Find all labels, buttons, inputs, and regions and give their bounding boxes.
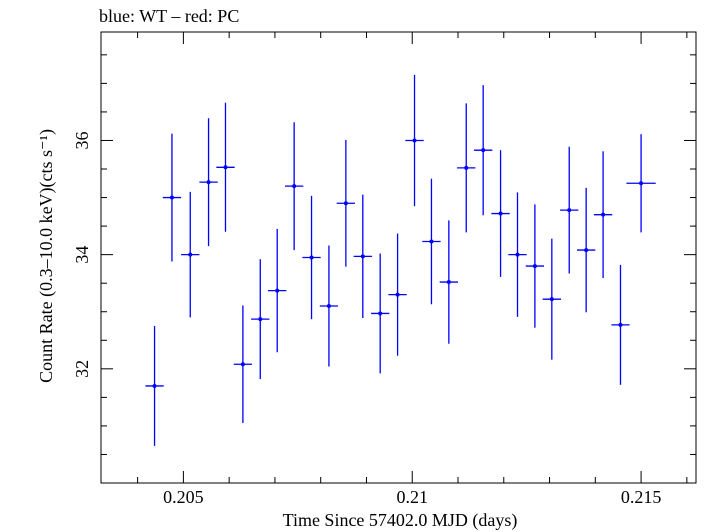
data-point	[405, 74, 424, 207]
y-tick-label: 36	[72, 131, 92, 149]
point-marker	[532, 264, 537, 269]
data-point	[542, 238, 561, 360]
point-marker	[206, 180, 211, 185]
tick-labels: 0.205 0.21 0.215 32 34 36	[72, 131, 661, 507]
point-marker	[584, 248, 589, 253]
point-marker	[395, 292, 400, 297]
data-point	[626, 134, 656, 233]
data-point	[593, 151, 613, 279]
data-point	[233, 305, 253, 424]
data-point	[439, 220, 458, 344]
data-point	[162, 133, 182, 262]
point-marker	[412, 138, 417, 143]
data-point	[336, 139, 356, 267]
point-marker	[618, 322, 623, 327]
point-marker	[188, 252, 193, 257]
axis-ticks	[101, 32, 696, 483]
plot-frame	[100, 31, 697, 484]
data-point	[491, 150, 510, 277]
data-point	[388, 233, 407, 356]
point-marker	[639, 181, 644, 186]
data-point	[560, 146, 579, 274]
chart-title: blue: WT – red: PC	[99, 6, 239, 26]
data-point	[268, 228, 287, 353]
plot-border	[100, 31, 697, 484]
point-marker	[464, 165, 469, 170]
point-marker	[567, 208, 572, 213]
point-marker	[309, 255, 314, 260]
x-tick-label: 0.215	[621, 487, 662, 507]
point-marker	[343, 201, 348, 206]
x-axis-label: Time Since 57402.0 MJD (days)	[283, 510, 518, 531]
data-point	[474, 85, 493, 216]
point-marker	[360, 254, 365, 259]
point-marker	[515, 252, 520, 257]
x-tick-label: 0.21	[396, 487, 428, 507]
point-marker	[275, 288, 280, 293]
data-point	[577, 187, 596, 313]
data-points	[145, 74, 656, 446]
point-marker	[601, 212, 606, 217]
data-point	[216, 102, 235, 232]
data-point	[611, 264, 630, 385]
y-tick-label: 34	[72, 246, 92, 264]
data-point	[302, 195, 321, 320]
data-point	[145, 326, 164, 446]
point-marker	[326, 304, 331, 309]
data-point	[319, 245, 339, 367]
y-tick-label: 32	[72, 360, 92, 378]
data-point	[353, 194, 372, 319]
point-marker	[169, 195, 174, 200]
point-marker	[152, 383, 157, 388]
point-marker	[292, 184, 297, 189]
point-marker	[378, 311, 383, 316]
data-point	[508, 192, 527, 317]
point-marker	[429, 239, 434, 244]
point-marker	[481, 148, 486, 153]
data-point	[181, 191, 200, 318]
x-tick-label: 0.205	[163, 487, 204, 507]
point-marker	[223, 165, 228, 170]
data-point	[199, 118, 218, 247]
y-axis-label: Count Rate (0.3–10.0 keV)(cts s⁻¹)	[36, 129, 57, 383]
point-marker	[258, 317, 263, 322]
data-point	[422, 178, 441, 305]
point-marker	[446, 280, 451, 285]
point-marker	[549, 297, 554, 302]
data-point	[457, 103, 476, 233]
point-marker	[240, 362, 245, 367]
data-point	[284, 122, 304, 251]
data-point	[525, 204, 545, 328]
data-point	[371, 253, 390, 374]
data-point	[251, 259, 270, 380]
point-marker	[498, 211, 503, 216]
